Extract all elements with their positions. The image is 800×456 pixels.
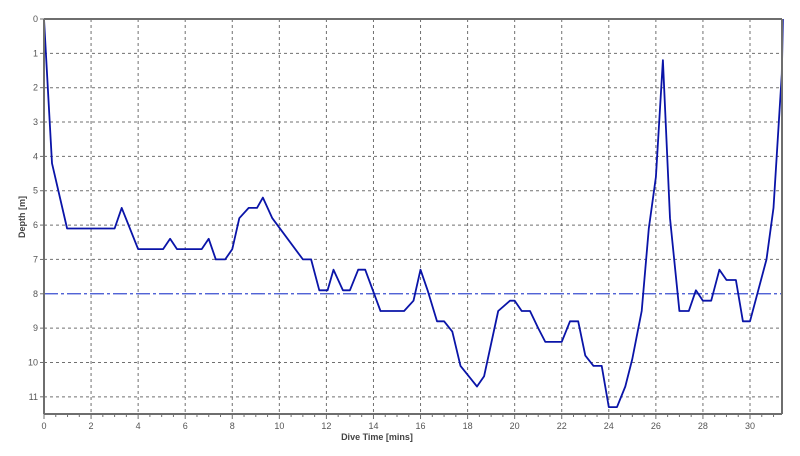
x-tick-label: 12 (321, 421, 331, 431)
x-axis-title: Dive Time [mins] (341, 432, 413, 442)
depth-series (43, 18, 784, 409)
x-tick-label: 20 (510, 421, 520, 431)
y-axis-ticks: 0 1 2 3 4 5 6 7 8 9 10 11 (28, 14, 44, 402)
y-tick-label: 11 (29, 392, 38, 402)
y-tick-label: 5 (33, 186, 38, 196)
x-tick-label: 6 (183, 421, 188, 431)
x-tick-label: 2 (89, 421, 94, 431)
x-tick-label: 30 (745, 421, 755, 431)
x-tick-label: 10 (274, 421, 284, 431)
y-tick-label: 7 (33, 254, 38, 264)
x-axis-ticks: 0 2 4 6 8 10 12 14 16 18 20 22 24 26 28 30 (41, 414, 775, 431)
x-tick-label: 8 (230, 421, 235, 431)
y-tick-label: 0 (33, 14, 38, 24)
depth-line (43, 18, 784, 409)
y-tick-label: 4 (33, 151, 38, 161)
x-tick-label: 4 (136, 421, 141, 431)
y-tick-label: 1 (33, 48, 38, 58)
x-tick-label: 28 (698, 421, 708, 431)
x-tick-label: 18 (463, 421, 473, 431)
x-tick-label: 0 (41, 421, 46, 431)
x-tick-label: 16 (416, 421, 426, 431)
axes (43, 18, 783, 415)
x-tick-label: 24 (604, 421, 614, 431)
y-tick-label: 2 (33, 83, 38, 93)
x-tick-label: 26 (651, 421, 661, 431)
y-tick-label: 8 (33, 289, 38, 299)
y-tick-label: 3 (33, 117, 38, 127)
y-tick-label: 10 (28, 357, 38, 367)
x-tick-label: 14 (368, 421, 378, 431)
y-tick-label: 9 (33, 323, 38, 333)
grid-lines (44, 19, 782, 414)
y-axis-title: Depth [m] (17, 196, 27, 238)
x-tick-label: 22 (557, 421, 567, 431)
y-tick-label: 6 (33, 220, 38, 230)
